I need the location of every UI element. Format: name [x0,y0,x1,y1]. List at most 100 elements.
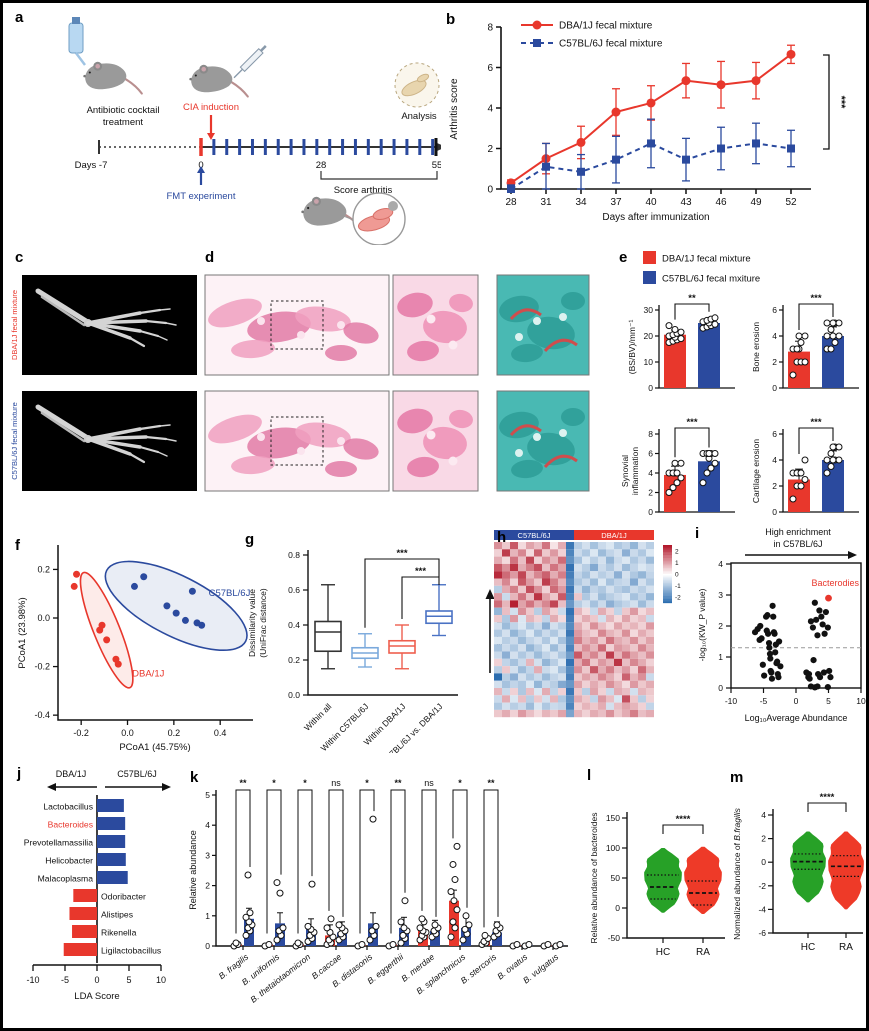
heatmap-cell [494,607,502,615]
heatmap-cell [622,658,630,667]
heatmap-cell [606,709,614,718]
heatmap-cell [526,578,534,586]
heatmap-cell [494,578,502,586]
box [388,639,416,654]
svg-text:4: 4 [487,104,493,115]
data-point [465,921,473,929]
heatmap-cell [622,622,630,630]
svg-text:Score arthritis: Score arthritis [334,185,393,196]
heatmap-cell [550,563,558,572]
data-point [831,339,839,346]
heatmap-cell [510,585,518,594]
significance-label: *** [396,548,407,559]
heatmap-cell [558,702,566,710]
heatmap-cell [590,563,598,572]
significance-label: *** [686,417,697,428]
heatmap-cell [502,600,510,608]
data-point [677,328,685,336]
data-point [481,931,489,939]
heatmap-cell [526,709,534,718]
svg-text:5: 5 [205,790,210,800]
svg-text:0: 0 [772,383,777,393]
heatmap-cell [630,636,638,645]
data-point [577,167,585,176]
heatmap-cell [534,658,542,667]
data-point [188,587,196,595]
heatmap-cell [614,615,622,623]
heatmap-cell [550,542,558,550]
heatmap-cell [582,615,590,623]
heatmap-cell [518,673,526,681]
heatmap-cell [558,542,566,550]
data-point [459,936,467,944]
heatmap-cell [534,709,542,718]
heatmap-cell [534,666,542,674]
heatmap-cell [574,549,582,557]
heatmap-cell [510,695,518,703]
heatmap-cell [574,702,582,710]
heatmap-cell [598,644,606,652]
data-point [246,909,254,917]
heatmap-cell [526,571,534,579]
heatmap-cell [502,556,510,564]
heatmap-cell [534,629,542,637]
heatmap-cell [590,629,598,637]
heatmap-cell [574,658,582,667]
heatmap-cell [598,636,606,645]
svg-text:6: 6 [772,305,777,315]
category-label: HC [656,947,670,958]
heatmap-cell [526,658,534,667]
data-point [665,322,673,330]
heatmap-cell [558,695,566,703]
data-point [829,443,837,451]
data-point [823,456,831,464]
taxon-label: Ligilactobacillus [101,946,161,956]
heatmap-cell [542,593,550,601]
significance-label: *** [810,417,821,428]
cluster-label: C57BL/6J [209,588,251,599]
heatmap-cell [542,680,550,688]
panel-j-lda: DBA/1J C57BL/6J Lactobacillus Bacteroides Pr… [15,765,230,1028]
heatmap-cell [558,636,566,645]
data-point [273,936,281,944]
heatmap-cell [582,593,590,601]
heatmap-cell [646,695,654,703]
heatmap-cell [510,563,518,572]
heatmap-cell [614,622,622,630]
heatmap-cell [614,607,622,615]
svg-text:-50: -50 [608,933,621,943]
heatmap-cell [590,702,598,710]
data-point [273,879,281,887]
panel-k-species: 0 1 2 3 4 5 Relative abundance ** B. fragilis * B.… [186,758,586,1028]
legend-swatch [643,251,656,264]
heatmap-cell [606,600,614,608]
heatmap-cell [646,673,654,681]
taxon-label: Odoribacter [101,892,146,902]
svg-text:0: 0 [198,160,203,171]
heatmap-cell [598,593,606,601]
heatmap-cell [566,666,574,674]
heatmap-cell [558,578,566,586]
heatmap-cell [566,607,574,615]
heatmap-cell [494,615,502,623]
heatmap-cell [606,585,614,594]
data-point [707,464,715,472]
heatmap-cell [494,673,502,681]
heatmap-cell [614,666,622,674]
colorbar-tick: -2 [675,595,681,602]
bar-blue [698,461,720,512]
data-point [401,897,409,905]
mouse-icon [189,64,249,98]
heatmap-cell [566,542,574,550]
colorbar-tick: 2 [675,548,679,555]
heatmap-cell [574,666,582,674]
heatmap-cell [534,607,542,615]
significance-label: *** [835,96,847,110]
data-point [827,326,835,333]
colorbar-tick: 0 [675,572,679,579]
heatmap-cell [502,644,510,652]
heatmap-cell [606,673,614,681]
heatmap-cell [638,666,646,674]
heatmap-cell [542,578,550,586]
heatmap-cell [518,644,526,652]
